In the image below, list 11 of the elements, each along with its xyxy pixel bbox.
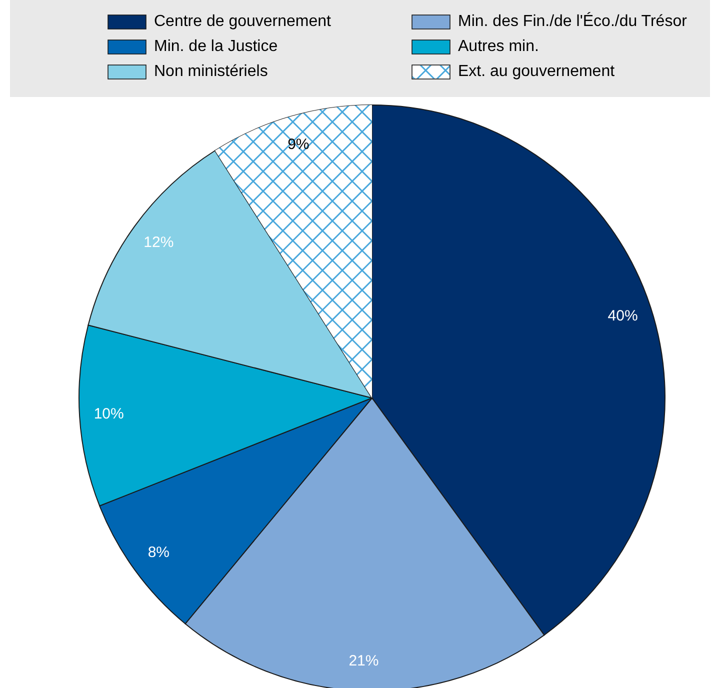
data-label: 8% (148, 544, 170, 561)
data-label: 10% (94, 406, 124, 423)
legend-label: Min. de la Justice (154, 38, 278, 56)
legend-label: Autres min. (458, 38, 539, 56)
legend-label: Min. des Fin./de l'Éco./du Trésor (458, 12, 688, 30)
data-label: 40% (608, 307, 638, 324)
data-label: 12% (144, 234, 174, 251)
legend-label: Ext. au gouvernement (458, 63, 616, 80)
legend-label: Centre de gouvernement (154, 13, 332, 30)
legend-label: Non ministériels (154, 63, 268, 80)
data-label: 21% (348, 652, 379, 670)
